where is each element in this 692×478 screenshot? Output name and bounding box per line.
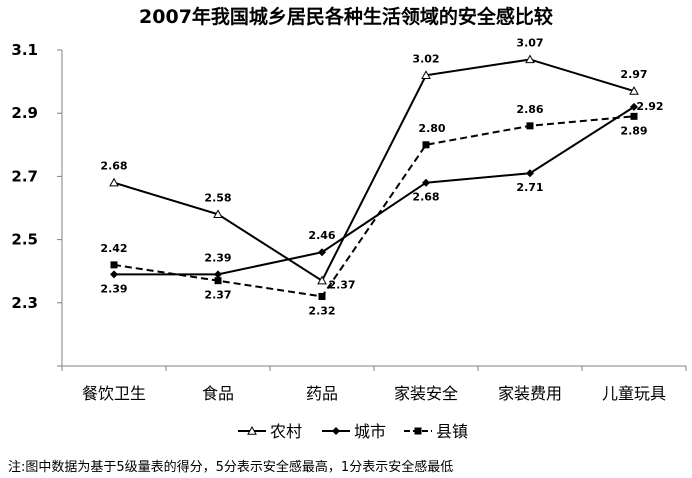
- data-label: 2.37: [328, 279, 355, 292]
- series-line-2: [113, 115, 635, 298]
- x-tick-label: 家装安全: [394, 384, 458, 403]
- data-point-diamond: [332, 427, 340, 435]
- y-tick-label: 2.3: [11, 294, 38, 312]
- series-group: [109, 54, 639, 300]
- data-point-square: [422, 141, 430, 149]
- legend-label: 农村: [270, 422, 302, 441]
- y-tick-label: 2.9: [11, 104, 38, 122]
- data-labels: 2.68 2.58 2.37 3.02 3.07 2.97 2.39 2.39 2.46 2.68…: [100, 36, 663, 317]
- data-label: 3.07: [516, 36, 543, 49]
- series-line-1: [114, 106, 635, 276]
- data-point-triangle: [247, 425, 257, 435]
- data-label: 2.86: [516, 103, 543, 116]
- data-label: 2.68: [100, 160, 127, 173]
- data-label: 3.02: [412, 52, 439, 65]
- data-point-diamond: [630, 102, 638, 111]
- data-point-diamond: [318, 248, 326, 257]
- x-tick-label: 食品: [202, 384, 234, 403]
- legend-label: 县镇: [436, 422, 468, 441]
- data-point-triangle: [213, 209, 223, 219]
- data-point-square: [110, 261, 118, 269]
- data-label: 2.46: [308, 229, 335, 242]
- data-point-diamond: [214, 270, 222, 279]
- data-label: 2.80: [418, 122, 445, 135]
- x-tick-label: 药品: [306, 384, 338, 403]
- data-point-triangle: [629, 86, 639, 95]
- data-label: 2.68: [412, 191, 439, 204]
- data-point-diamond: [110, 270, 118, 279]
- data-point-triangle: [317, 275, 327, 285]
- y-tick-label: 2.5: [11, 231, 38, 249]
- data-label: 2.32: [308, 304, 335, 317]
- data-point-square: [526, 122, 534, 130]
- data-point-diamond: [422, 178, 430, 187]
- data-point-triangle: [421, 70, 431, 79]
- legend: 农村 城市 县镇: [238, 422, 468, 441]
- y-tick-label: 2.7: [11, 167, 38, 185]
- data-label: 2.39: [204, 251, 231, 264]
- data-label: 2.89: [620, 124, 647, 137]
- y-tick-label: 3.1: [11, 41, 38, 59]
- data-point-diamond: [526, 169, 534, 178]
- data-label: 2.71: [516, 181, 543, 194]
- series-line-0: [113, 58, 635, 283]
- data-point-square: [214, 277, 222, 285]
- data-point-square: [318, 292, 326, 300]
- data-label: 2.92: [636, 100, 663, 113]
- x-axis-ticks: 餐饮卫生 食品 药品 家装安全 家装费用 儿童玩具: [61, 366, 687, 403]
- data-point-triangle: [109, 177, 119, 187]
- data-label: 2.42: [100, 242, 127, 255]
- x-tick-label: 家装费用: [498, 384, 562, 403]
- chart-title: 2007年我国城乡居民各种生活领域的安全感比较: [139, 5, 553, 28]
- data-label: 2.97: [620, 68, 647, 81]
- chart-note: 注:图中数据为基于5级量表的得分，5分表示安全感最高，1分表示安全感最低: [8, 459, 453, 475]
- data-label: 2.37: [204, 289, 231, 302]
- x-tick-label: 儿童玩具: [602, 384, 666, 403]
- data-label: 2.58: [204, 191, 231, 204]
- y-axis-ticks: 3.1 2.9 2.7 2.5 2.3: [11, 41, 62, 367]
- data-label: 2.39: [100, 282, 127, 295]
- data-point-square: [414, 427, 422, 435]
- data-point-square: [630, 112, 638, 120]
- data-point-triangle: [525, 54, 535, 64]
- legend-label: 城市: [354, 422, 386, 441]
- x-tick-label: 餐饮卫生: [82, 384, 146, 403]
